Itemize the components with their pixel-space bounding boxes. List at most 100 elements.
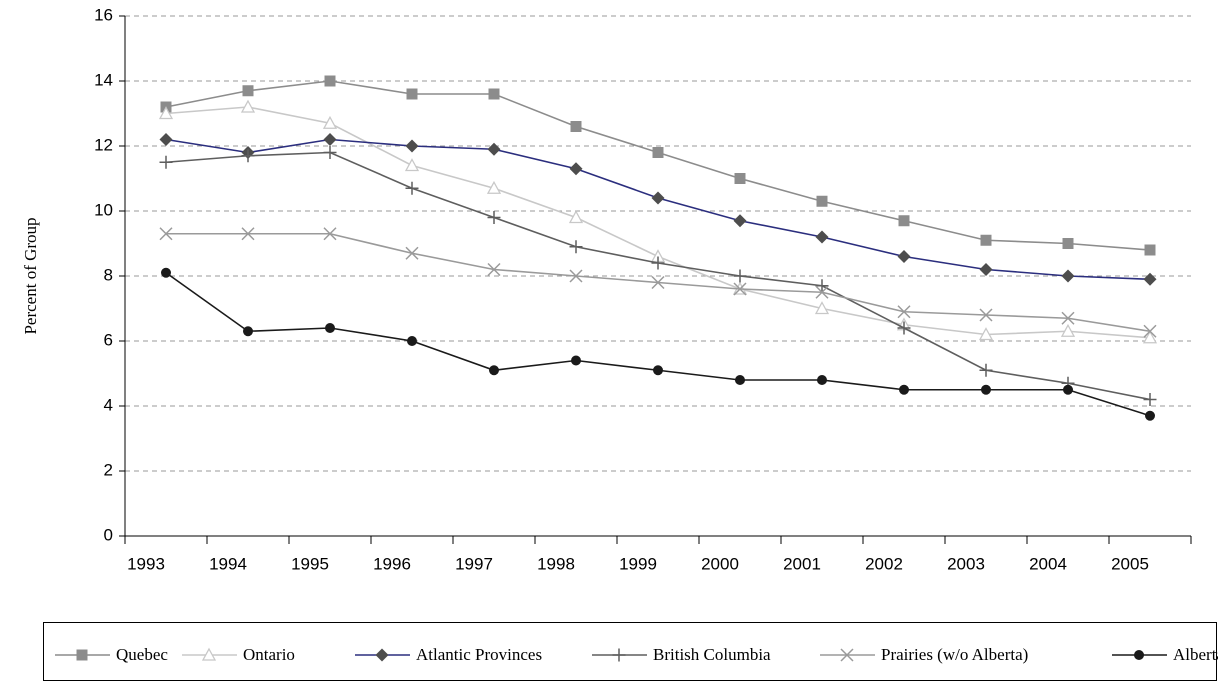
data-point xyxy=(653,365,663,376)
data-point xyxy=(979,308,993,322)
x-tick-label: 2005 xyxy=(1111,554,1149,573)
data-point xyxy=(1145,410,1155,421)
data-point xyxy=(243,326,253,337)
x-tick-label: 1993 xyxy=(127,554,165,573)
data-point xyxy=(488,88,500,100)
data-point xyxy=(405,181,419,195)
data-point xyxy=(815,285,829,299)
data-point xyxy=(325,323,335,333)
legend-marker xyxy=(840,648,854,662)
legend-box xyxy=(43,622,1217,681)
data-point xyxy=(817,375,827,385)
legend-marker xyxy=(375,648,389,662)
data-point xyxy=(814,301,830,315)
series xyxy=(159,227,1157,338)
series xyxy=(158,99,1158,344)
data-point xyxy=(978,327,994,341)
data-point xyxy=(487,262,501,277)
legend-item: Alberta xyxy=(1112,645,1218,664)
y-tick-label: 4 xyxy=(104,395,113,414)
y-tick-label: 16 xyxy=(94,5,113,24)
data-point xyxy=(241,149,255,163)
y-tick-label: 8 xyxy=(104,265,113,284)
data-point xyxy=(1144,244,1156,256)
x-tick-label: 1997 xyxy=(455,554,493,573)
legend-label: British Columbia xyxy=(653,645,771,664)
data-point xyxy=(323,227,337,241)
x-tick-label: 2004 xyxy=(1029,554,1067,573)
data-point xyxy=(159,227,173,241)
data-point xyxy=(569,240,583,254)
legend-marker xyxy=(612,648,626,662)
legend-item: British Columbia xyxy=(592,645,771,664)
series xyxy=(160,75,1156,256)
data-point xyxy=(979,263,993,276)
data-point xyxy=(734,173,746,184)
legend-marker xyxy=(1134,650,1144,660)
data-point xyxy=(406,88,418,100)
data-point xyxy=(405,246,419,260)
data-point xyxy=(161,267,171,278)
data-point xyxy=(487,211,501,224)
legend-label: Alberta xyxy=(1173,645,1218,664)
y-axis-label: Percent of Group xyxy=(21,217,40,334)
x-tick-label: 2000 xyxy=(701,554,739,573)
data-point xyxy=(1060,323,1076,337)
y-tick-label: 10 xyxy=(94,200,113,219)
x-tick-label: 2001 xyxy=(783,554,821,573)
data-point xyxy=(568,210,584,224)
series xyxy=(159,146,1157,406)
data-point xyxy=(158,106,174,120)
legend-item: Prairies (w/o Alberta) xyxy=(820,645,1028,664)
x-tick-label: 1995 xyxy=(291,554,329,573)
data-point xyxy=(816,195,828,207)
data-point xyxy=(980,234,992,246)
series xyxy=(159,133,1157,286)
data-point xyxy=(486,180,502,194)
data-point xyxy=(979,363,993,377)
data-point xyxy=(1063,384,1073,395)
legend-label: Prairies (w/o Alberta) xyxy=(881,645,1028,664)
data-point xyxy=(651,191,665,205)
series xyxy=(161,267,1155,421)
data-point xyxy=(652,147,664,158)
data-point xyxy=(815,230,829,244)
x-tick-label: 1998 xyxy=(537,554,575,573)
legend-item: Ontario xyxy=(182,645,295,664)
data-point xyxy=(1062,238,1074,249)
data-point xyxy=(570,121,582,132)
data-point xyxy=(815,279,829,293)
data-point xyxy=(897,321,911,335)
x-tick-label: 1996 xyxy=(373,554,411,573)
data-point xyxy=(159,133,173,146)
data-point xyxy=(571,355,581,366)
data-point xyxy=(569,162,583,176)
data-point xyxy=(159,155,173,169)
legend-item: Atlantic Provinces xyxy=(355,645,542,664)
data-point xyxy=(898,215,910,227)
data-point xyxy=(241,227,255,241)
data-point xyxy=(651,256,665,270)
data-point xyxy=(897,250,911,263)
y-tick-label: 6 xyxy=(104,330,113,349)
series-line xyxy=(165,272,1151,417)
y-tick-label: 12 xyxy=(94,135,113,154)
data-point xyxy=(1143,393,1157,406)
legend-marker xyxy=(76,649,88,661)
data-point xyxy=(242,85,254,97)
legend-item: Quebec xyxy=(55,645,168,664)
data-point xyxy=(1143,272,1157,286)
data-point xyxy=(1142,330,1158,344)
data-point xyxy=(733,282,747,296)
x-tick-label: 1994 xyxy=(209,554,247,573)
legend-marker xyxy=(201,647,217,661)
data-point xyxy=(899,384,909,395)
data-point xyxy=(651,275,665,290)
data-point xyxy=(733,214,747,228)
x-tick-label: 2003 xyxy=(947,554,985,573)
legend-label: Ontario xyxy=(243,645,295,664)
data-point xyxy=(1143,324,1157,338)
data-point xyxy=(322,115,338,129)
data-point xyxy=(735,375,745,385)
data-point xyxy=(324,75,336,87)
